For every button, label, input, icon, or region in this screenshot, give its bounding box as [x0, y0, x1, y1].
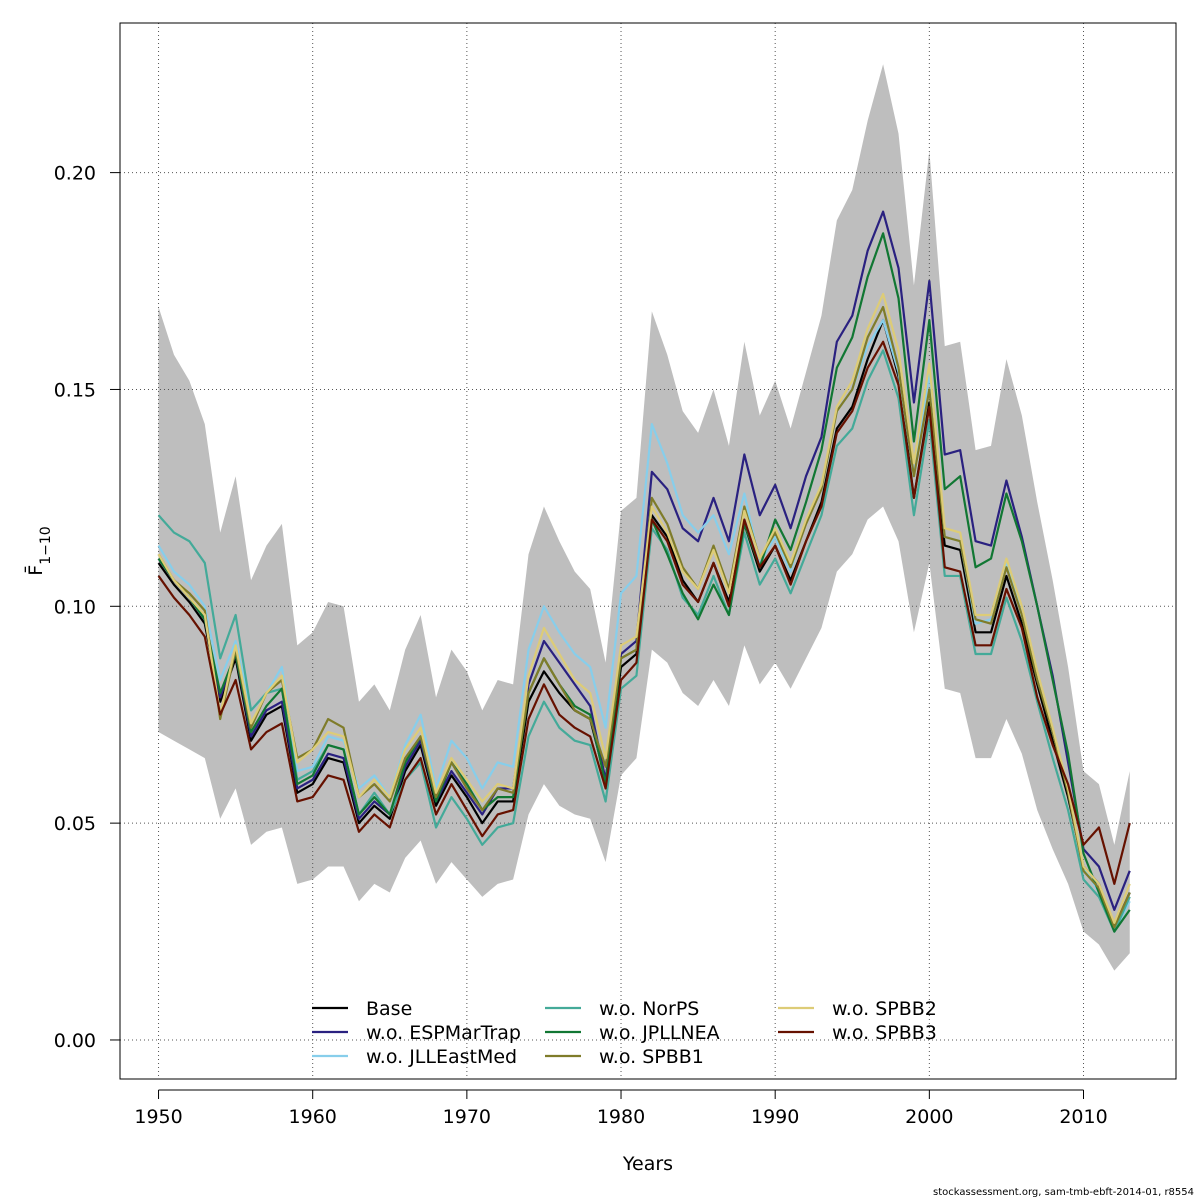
series-line-w-o-spbb2: [157, 292, 1131, 924]
y-tick-label: 0.05: [54, 813, 96, 835]
y-tick-label: 0.00: [54, 1030, 96, 1052]
legend-item: w.o. NorPS: [545, 998, 699, 1020]
x-tick-label: 1980: [597, 1106, 645, 1128]
legend-label: w.o. JLLEastMed: [366, 1046, 517, 1068]
legend-label: w.o. SPBB2: [832, 998, 937, 1020]
legend-label: w.o. NorPS: [599, 998, 699, 1020]
y-tick-label: 0.15: [54, 379, 96, 401]
legend-label: w.o. SPBB3: [832, 1022, 937, 1044]
plot-frame: [119, 22, 1177, 1080]
series-line-w-o-spbb3: [157, 340, 1131, 885]
footer-note: stockassessment.org, sam-tmb-ebft-2014-0…: [933, 1187, 1194, 1198]
series-line-w-o-espmartrap: [157, 210, 1131, 911]
x-tick-label: 2000: [905, 1106, 953, 1128]
x-axis-title: Years: [622, 1153, 673, 1175]
legend-item: w.o. SPBB3: [778, 1022, 937, 1044]
y-tick-label: 0.10: [54, 596, 96, 618]
legend-item: w.o. JLLEastMed: [312, 1046, 517, 1068]
grid-layer: [120, 23, 1176, 1079]
y-axis-title: F̄1−10: [23, 526, 54, 575]
legend-item: Base: [312, 998, 412, 1020]
x-tick-label: 1960: [289, 1106, 337, 1128]
confidence-band: [158, 64, 1130, 971]
legend-item: w.o. JPLLNEA: [545, 1022, 720, 1044]
x-tick-label: 2010: [1059, 1106, 1107, 1128]
x-axis: 1950 1960 1970 1980 1990 2000 2010: [134, 1089, 1108, 1128]
legend-item: w.o. SPBB1: [545, 1046, 704, 1068]
y-axis: 0.00 0.05 0.10 0.15 0.20: [54, 163, 120, 1052]
x-tick-label: 1990: [751, 1106, 799, 1128]
svg-text:F̄1−10: F̄1−10: [23, 526, 54, 575]
x-tick-label: 1970: [443, 1106, 491, 1128]
legend-label: w.o. SPBB1: [599, 1046, 704, 1068]
series-layer: [157, 210, 1131, 933]
y-axis-title-subscript: 1−10: [38, 526, 54, 564]
legend-item: w.o. SPBB2: [778, 998, 937, 1020]
legend-item: w.o. ESPMarTrap: [312, 1022, 521, 1044]
y-axis-title-main: F̄: [23, 565, 47, 576]
x-tick-label: 1950: [134, 1106, 182, 1128]
legend-label: Base: [366, 998, 412, 1020]
legend-label: w.o. ESPMarTrap: [366, 1022, 521, 1044]
legend-label: w.o. JPLLNEA: [599, 1022, 720, 1044]
confidence-band-layer: [158, 64, 1130, 971]
y-tick-label: 0.20: [54, 163, 96, 185]
